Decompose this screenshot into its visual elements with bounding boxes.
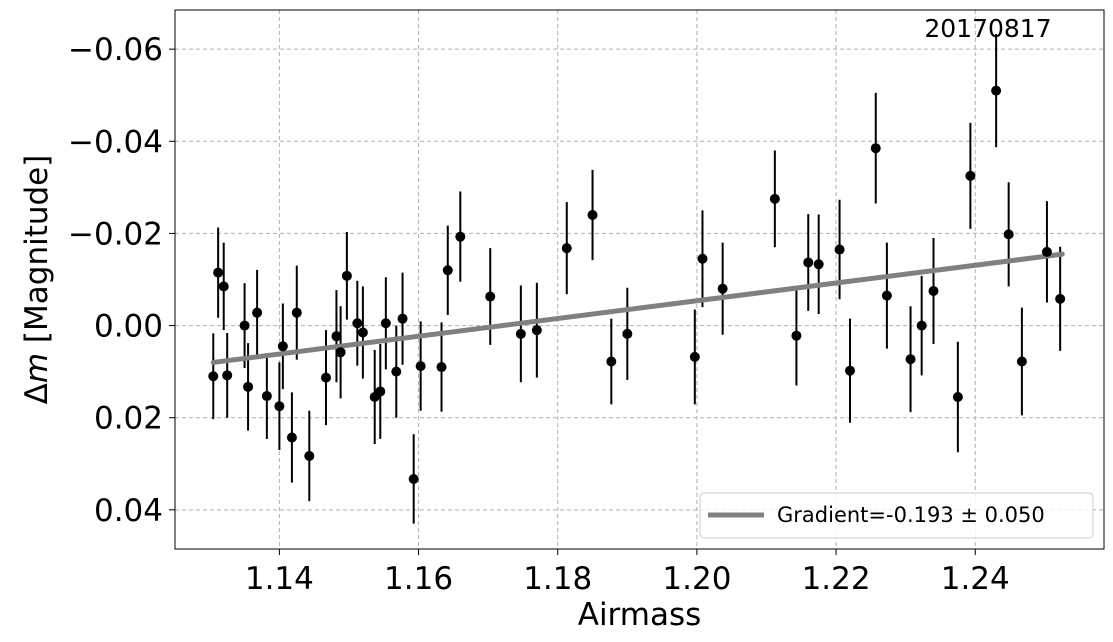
data-point — [397, 313, 408, 324]
data-point — [442, 265, 453, 276]
x-axis-title: Airmass — [578, 597, 702, 633]
data-point — [813, 259, 824, 270]
data-point — [357, 327, 368, 338]
data-point — [697, 253, 708, 264]
data-point — [803, 257, 814, 268]
data-point — [239, 320, 250, 331]
data-point — [304, 450, 315, 461]
y-axis-title-unit: [Magnitude] — [19, 155, 55, 353]
data-point — [905, 354, 916, 365]
data-point — [291, 307, 302, 318]
data-point — [1055, 293, 1066, 304]
y-tick-label: 0.00 — [94, 309, 163, 345]
data-point — [1003, 229, 1014, 240]
data-point — [870, 143, 881, 154]
y-tick-label: −0.06 — [68, 32, 163, 68]
data-point — [991, 85, 1002, 96]
data-point — [352, 318, 363, 329]
data-point — [791, 330, 802, 341]
data-point — [341, 270, 352, 281]
data-point — [769, 193, 780, 204]
x-axis-ticks: 1.14 1.16 1.18 1.20 1.22 1.24 — [245, 549, 1010, 597]
y-axis-title-delta: Δ — [19, 383, 55, 404]
data-point — [415, 361, 426, 372]
data-point — [286, 432, 297, 443]
y-tick-label: 0.02 — [94, 401, 163, 437]
data-point — [916, 320, 927, 331]
data-point — [335, 347, 346, 358]
y-axis-title-var: m — [19, 353, 55, 383]
data-point — [277, 341, 288, 352]
data-point — [606, 356, 617, 367]
data-point — [252, 307, 263, 318]
y-axis-title: Δm [Magnitude] — [19, 155, 55, 405]
y-tick-label: −0.04 — [68, 124, 163, 160]
x-tick-label: 1.14 — [245, 561, 314, 597]
data-point — [208, 371, 219, 382]
data-point — [375, 386, 386, 397]
data-point — [222, 370, 233, 381]
data-point — [1041, 246, 1052, 257]
fit-line-layer — [210, 251, 1065, 365]
error-bars — [212, 33, 1062, 524]
legend-box — [699, 492, 1094, 539]
data-point — [331, 331, 342, 342]
data-point — [380, 318, 391, 329]
data-point — [928, 286, 939, 297]
data-point — [391, 366, 402, 377]
data-point — [952, 391, 963, 402]
legend-label: Gradient=-0.193 ± 0.050 — [777, 503, 1045, 527]
data-point — [689, 351, 700, 362]
y-tick-label: −0.02 — [68, 216, 163, 252]
legend: Gradient=-0.193 ± 0.050 — [699, 492, 1094, 539]
data-point — [531, 325, 542, 336]
data-point — [436, 362, 447, 373]
data-point — [218, 281, 229, 292]
data-point — [845, 365, 856, 376]
y-tick-label: 0.04 — [94, 493, 163, 529]
data-point — [455, 231, 466, 242]
data-point — [587, 210, 598, 221]
data-point — [965, 170, 976, 181]
data-point — [243, 381, 254, 392]
data-point — [717, 283, 728, 294]
data-point — [1016, 356, 1027, 367]
x-tick-label: 1.20 — [662, 561, 731, 597]
data-point — [274, 401, 285, 412]
data-point — [515, 328, 526, 339]
x-tick-label: 1.24 — [941, 561, 1010, 597]
y-axis-ticks: −0.06 −0.04 −0.02 0.00 0.02 0.04 — [68, 32, 175, 529]
x-tick-label: 1.18 — [523, 561, 592, 597]
plot-frame — [174, 9, 1105, 550]
data-point — [622, 328, 633, 339]
x-tick-label: 1.16 — [384, 561, 453, 597]
data-point — [881, 290, 892, 301]
grid — [175, 10, 1104, 549]
date-annotation: 20170817 — [924, 14, 1051, 43]
data-point — [261, 391, 272, 402]
data-point — [213, 267, 224, 278]
data-point — [485, 291, 496, 302]
x-tick-label: 1.22 — [802, 561, 871, 597]
data-point — [834, 244, 845, 255]
data-point — [321, 372, 332, 383]
fit-line — [210, 251, 1065, 365]
data-point — [408, 473, 419, 484]
data-point — [561, 243, 572, 254]
data-points — [208, 85, 1066, 484]
